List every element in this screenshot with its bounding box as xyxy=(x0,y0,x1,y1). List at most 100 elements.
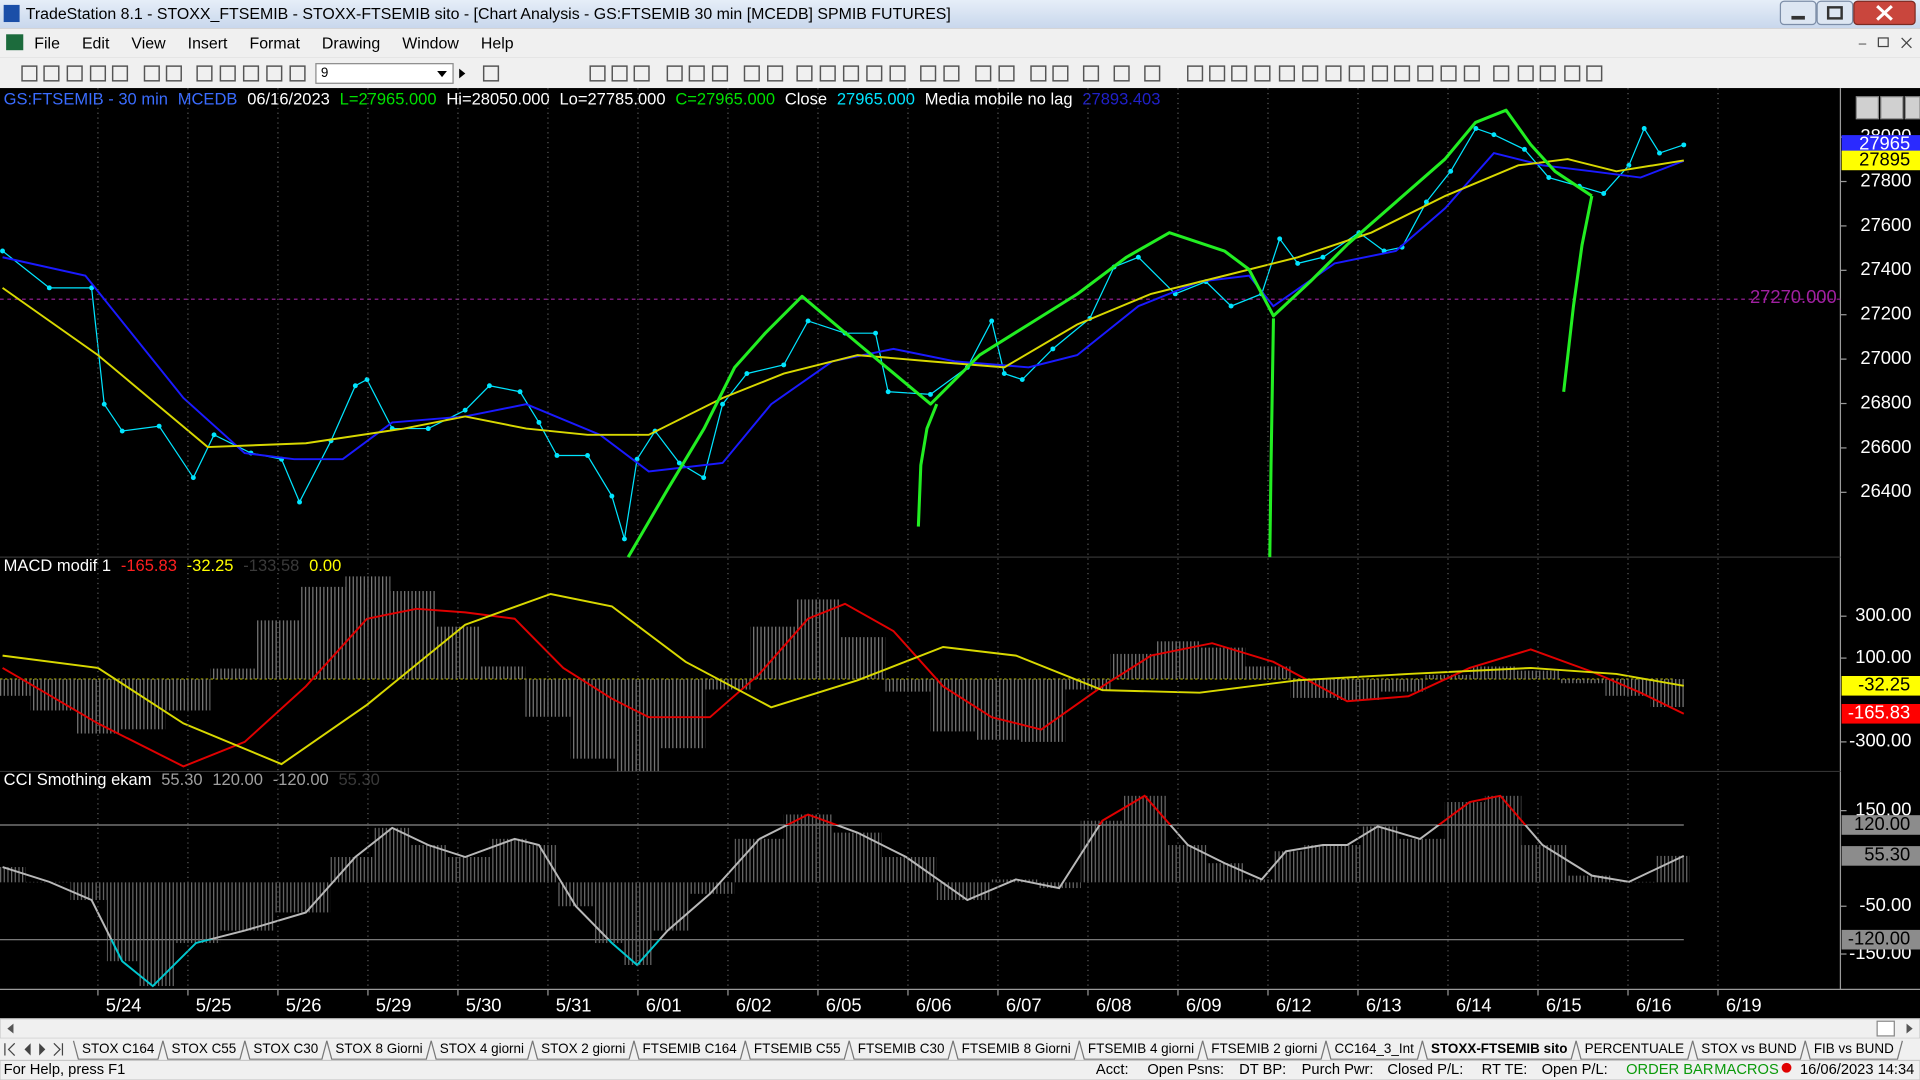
menu-item[interactable]: Drawing xyxy=(322,35,380,52)
tab[interactable]: FTSEMIB C55 xyxy=(754,1041,841,1056)
tab[interactable]: STOX vs BUND xyxy=(1701,1041,1797,1056)
toolbar-button[interactable] xyxy=(1440,65,1457,82)
toolbar-button[interactable] xyxy=(1209,65,1226,82)
scroll-right[interactable] xyxy=(1906,1023,1913,1034)
pane-button[interactable] xyxy=(1855,96,1879,120)
toolbar-button[interactable] xyxy=(89,65,107,82)
toolbar-button[interactable] xyxy=(819,65,836,82)
tab[interactable]: PERCENTUALE xyxy=(1585,1041,1684,1056)
tab[interactable]: CC164_3_Int xyxy=(1335,1041,1415,1056)
tab[interactable]: FTSEMIB C30 xyxy=(858,1041,945,1056)
menu-item[interactable]: Insert xyxy=(188,35,228,52)
mdi-min[interactable]: – xyxy=(1859,36,1867,51)
toolbar-button[interactable] xyxy=(866,65,883,82)
toolbar-button[interactable] xyxy=(1325,65,1342,82)
toolbar-button[interactable] xyxy=(21,65,38,82)
scroll-left[interactable] xyxy=(7,1023,14,1034)
toolbar-button[interactable] xyxy=(289,65,306,82)
y-tick-label: 300.00 xyxy=(1855,604,1911,625)
tab[interactable]: STOX 2 giorni xyxy=(541,1041,625,1056)
menu-item[interactable]: File xyxy=(34,35,60,52)
menu-item[interactable]: Format xyxy=(249,35,300,52)
tab[interactable]: FTSEMIB C164 xyxy=(643,1041,738,1056)
toolbar-button[interactable] xyxy=(1187,65,1204,82)
toolbar-button[interactable] xyxy=(196,65,213,82)
toolbar-button[interactable] xyxy=(743,65,760,82)
menu-item[interactable]: Help xyxy=(481,35,514,52)
minimize-button[interactable] xyxy=(1779,0,1817,26)
toolbar-button[interactable] xyxy=(1144,65,1161,82)
toolbar-button[interactable] xyxy=(143,65,160,82)
toolbar-button[interactable] xyxy=(1586,65,1603,82)
pane-button[interactable] xyxy=(1880,96,1904,120)
tab[interactable]: FTSEMIB 8 Giorni xyxy=(962,1041,1071,1056)
toolbar-button[interactable] xyxy=(666,65,683,82)
toolbar-button[interactable] xyxy=(1348,65,1365,82)
menu-item[interactable]: View xyxy=(131,35,166,52)
tab[interactable]: FTSEMIB 2 giorni xyxy=(1211,1041,1317,1056)
tab-prev[interactable] xyxy=(24,1043,31,1056)
pane-button[interactable] xyxy=(1904,96,1920,120)
toolbar-button[interactable] xyxy=(611,65,628,82)
scroll-thumb[interactable] xyxy=(1876,1020,1895,1037)
order-bar[interactable]: ORDER BAR xyxy=(1626,1062,1713,1078)
toolbar-button[interactable] xyxy=(1082,65,1100,82)
toolbar-button[interactable] xyxy=(1539,65,1556,82)
toolbar-button[interactable] xyxy=(1463,65,1480,82)
macros[interactable]: MACROS xyxy=(1714,1062,1779,1078)
toolbar-button[interactable] xyxy=(889,65,906,82)
toolbar-button[interactable] xyxy=(1371,65,1389,82)
tab[interactable]: STOX C55 xyxy=(171,1041,236,1056)
toolbar-button[interactable] xyxy=(796,65,813,82)
toolbar-button[interactable] xyxy=(66,65,83,82)
tab-last[interactable] xyxy=(53,1042,64,1056)
restore-button[interactable] xyxy=(1816,0,1854,26)
toolbar-button[interactable] xyxy=(1517,65,1534,82)
toolbar-button[interactable] xyxy=(920,65,937,82)
toolbar-button[interactable] xyxy=(767,65,784,82)
tab-next[interactable] xyxy=(39,1043,46,1056)
toolbar-button[interactable] xyxy=(242,65,260,82)
tab[interactable]: STOXX-FTSEMIB sito xyxy=(1431,1041,1568,1056)
toolbar-button[interactable] xyxy=(688,65,705,82)
toolbar-button[interactable] xyxy=(43,65,60,82)
toolbar-button[interactable] xyxy=(711,65,729,82)
date-label: 6/16 xyxy=(1636,994,1672,1015)
toolbar-button[interactable] xyxy=(1302,65,1319,82)
interval-combo[interactable] xyxy=(315,63,454,84)
toolbar-button[interactable] xyxy=(1393,65,1411,82)
scrollbar[interactable] xyxy=(0,1018,1920,1039)
toolbar-button[interactable] xyxy=(943,65,960,82)
toolbar-button[interactable] xyxy=(219,65,236,82)
toolbar-button[interactable] xyxy=(1417,65,1434,82)
toolbar-button[interactable] xyxy=(998,65,1015,82)
toolbar-button[interactable] xyxy=(1254,65,1271,82)
toolbar-button[interactable] xyxy=(1052,65,1069,82)
toolbar-button[interactable] xyxy=(482,65,500,82)
toolbar-button[interactable] xyxy=(842,65,860,82)
toolbar-button[interactable] xyxy=(1030,65,1047,82)
tab[interactable]: STOX C164 xyxy=(82,1041,155,1056)
mdi-close[interactable] xyxy=(1901,37,1912,49)
tab[interactable]: STOX 8 Giorni xyxy=(335,1041,422,1056)
menu-item[interactable]: Edit xyxy=(82,35,110,52)
toolbar-button[interactable] xyxy=(1564,65,1581,82)
toolbar-button[interactable] xyxy=(589,65,606,82)
tab[interactable]: FIB vs BUND xyxy=(1814,1041,1894,1056)
header-item: 55.30 xyxy=(339,771,380,790)
tab[interactable]: STOX 4 giorni xyxy=(440,1041,524,1056)
toolbar-button[interactable] xyxy=(165,65,182,82)
tab-first[interactable] xyxy=(4,1042,16,1056)
menu-item[interactable]: Window xyxy=(402,35,459,52)
toolbar-button[interactable] xyxy=(111,65,129,82)
toolbar-button[interactable] xyxy=(1113,65,1130,82)
toolbar-button[interactable] xyxy=(1278,65,1296,82)
tab[interactable]: STOX C30 xyxy=(253,1041,318,1056)
toolbar-button[interactable] xyxy=(266,65,283,82)
mdi-restore[interactable] xyxy=(1877,37,1889,48)
toolbar-button[interactable] xyxy=(1231,65,1248,82)
toolbar-button[interactable] xyxy=(1493,65,1510,82)
toolbar-button[interactable] xyxy=(633,65,650,82)
toolbar-button[interactable] xyxy=(975,65,992,82)
tab[interactable]: FTSEMIB 4 giorni xyxy=(1088,1041,1194,1056)
